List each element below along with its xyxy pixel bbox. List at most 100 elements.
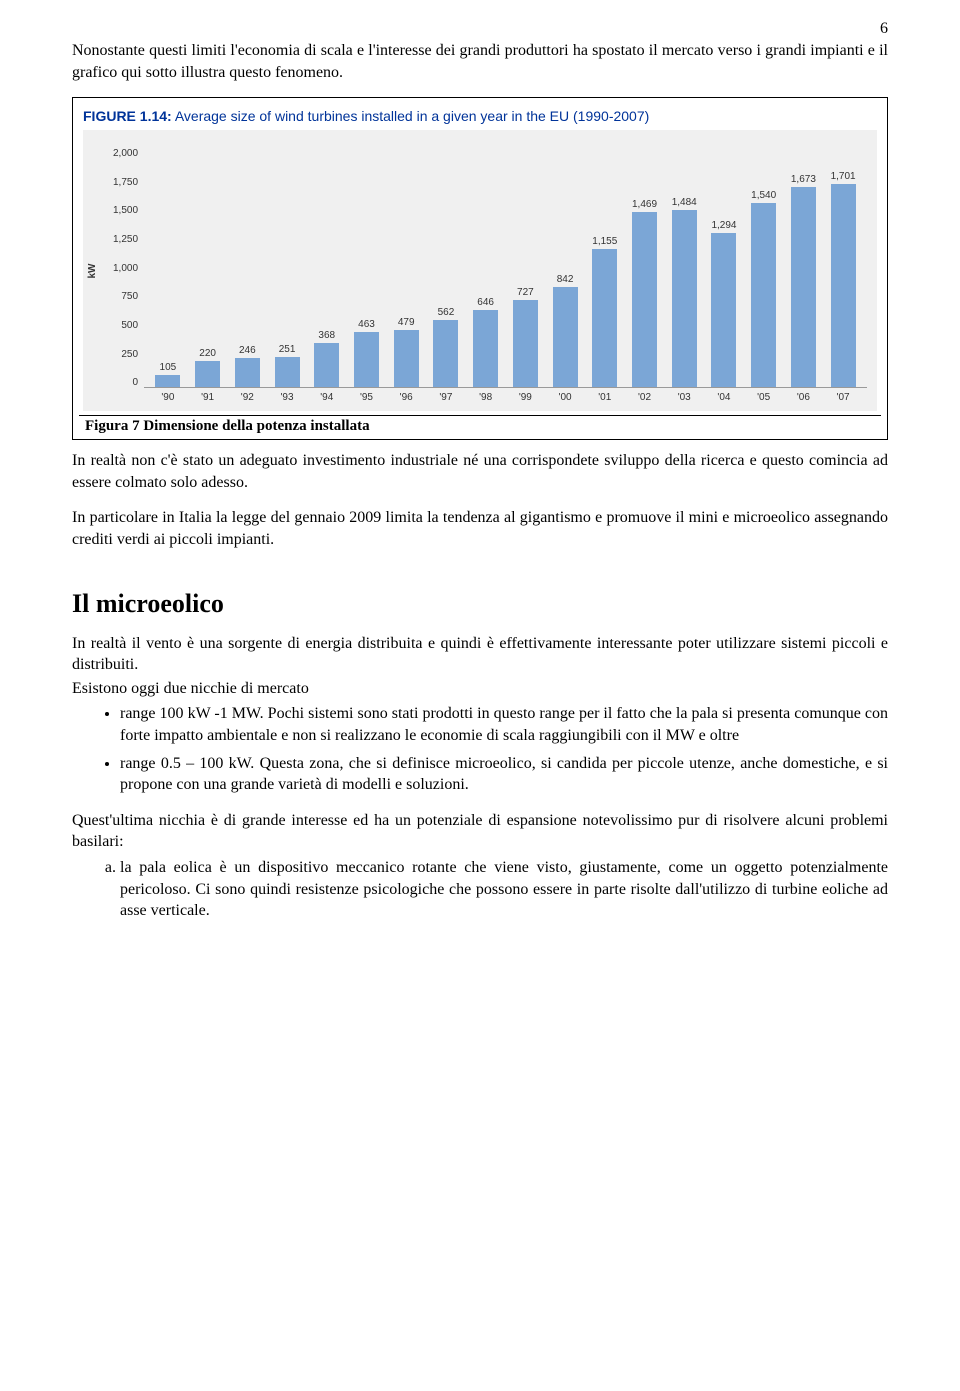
bar-column: 1,484	[666, 148, 702, 387]
x-tick: '91	[190, 392, 226, 403]
x-tick: '97	[428, 392, 464, 403]
bar-column: 842	[547, 148, 583, 387]
list-item: range 100 kW -1 MW. Pochi sistemi sono s…	[120, 703, 888, 746]
bar-column: 1,294	[706, 148, 742, 387]
y-tick: 750	[121, 291, 138, 302]
figure-container: FIGURE 1.14: Average size of wind turbin…	[72, 97, 888, 440]
bar	[513, 300, 538, 387]
bar	[592, 249, 617, 387]
x-tick: '07	[825, 392, 861, 403]
bar	[195, 361, 220, 387]
bar-column: 1,701	[825, 148, 861, 387]
bar-value-label: 105	[160, 362, 177, 373]
section-heading: Il microeolico	[72, 589, 888, 619]
y-tick: 1,000	[113, 263, 138, 274]
y-tick: 1,250	[113, 234, 138, 245]
bar-column: 646	[468, 148, 504, 387]
x-tick: '98	[468, 392, 504, 403]
bar-column: 463	[349, 148, 385, 387]
bullet-list: range 100 kW -1 MW. Pochi sistemi sono s…	[72, 703, 888, 795]
bar-column: 1,469	[627, 148, 663, 387]
bar-value-label: 562	[438, 307, 455, 318]
body-paragraph: In particolare in Italia la legge del ge…	[72, 507, 888, 550]
bar	[711, 233, 736, 388]
bar-column: 1,673	[786, 148, 822, 387]
x-tick: '93	[269, 392, 305, 403]
bar-value-label: 842	[557, 274, 574, 285]
ordered-list: la pala eolica è un dispositivo meccanic…	[72, 857, 888, 922]
bar-column: 220	[190, 148, 226, 387]
x-tick: '99	[508, 392, 544, 403]
bar-value-label: 220	[199, 348, 216, 359]
x-ticks: '90'91'92'93'94'95'96'97'98'99'00'01'02'…	[144, 388, 867, 403]
y-ticks: 2,0001,7501,5001,2501,0007505002500	[113, 148, 144, 388]
bar	[632, 212, 657, 388]
bar-column: 1,155	[587, 148, 623, 387]
figure-title-text: Average size of wind turbines installed …	[175, 108, 649, 124]
bar	[275, 357, 300, 387]
bar-value-label: 1,673	[791, 174, 816, 185]
bar-value-label: 479	[398, 317, 415, 328]
bar	[155, 375, 180, 388]
body-paragraph: In realtà non c'è stato un adeguato inve…	[72, 450, 888, 493]
list-item: la pala eolica è un dispositivo meccanic…	[120, 857, 888, 922]
bar	[791, 187, 816, 387]
list-item: range 0.5 – 100 kW. Questa zona, che si …	[120, 753, 888, 796]
bar-column: 251	[269, 148, 305, 387]
y-tick: 1,500	[113, 205, 138, 216]
bar-column: 246	[229, 148, 265, 387]
bar-value-label: 1,469	[632, 199, 657, 210]
bar-value-label: 1,155	[592, 236, 617, 247]
bar-value-label: 1,701	[831, 171, 856, 182]
figure-label: FIGURE 1.14:	[83, 108, 172, 124]
bars: 105 220 246 251 368 463 479 562 646 727 842 1,155 1,…	[144, 148, 867, 388]
bar	[433, 320, 458, 387]
bar	[354, 332, 379, 387]
x-tick: '95	[349, 392, 385, 403]
bar-column: 1,540	[746, 148, 782, 387]
figure-title: FIGURE 1.14: Average size of wind turbin…	[83, 108, 881, 124]
bar-column: 368	[309, 148, 345, 387]
bar	[314, 343, 339, 387]
bar-value-label: 1,294	[711, 220, 736, 231]
bar-value-label: 463	[358, 319, 375, 330]
x-tick: '04	[706, 392, 742, 403]
x-tick: '94	[309, 392, 345, 403]
x-tick: '03	[666, 392, 702, 403]
bar-value-label: 1,540	[751, 190, 776, 201]
bar-value-label: 368	[318, 330, 335, 341]
page-number: 6	[880, 20, 888, 38]
y-tick: 250	[121, 349, 138, 360]
y-tick: 0	[132, 377, 138, 388]
figure-caption: Figura 7 Dimensione della potenza instal…	[79, 415, 881, 437]
bar	[553, 287, 578, 388]
y-tick: 1,750	[113, 177, 138, 188]
x-tick: '05	[746, 392, 782, 403]
bar-value-label: 727	[517, 287, 534, 298]
bar	[672, 210, 697, 387]
y-tick: 2,000	[113, 148, 138, 159]
page: 6 Nonostante questi limiti l'economia di…	[0, 0, 960, 966]
bar-column: 105	[150, 148, 186, 387]
body-paragraph: In realtà il vento è una sorgente di ene…	[72, 633, 888, 676]
bar	[831, 184, 856, 387]
x-tick: '96	[388, 392, 424, 403]
x-tick: '02	[627, 392, 663, 403]
bar	[394, 330, 419, 387]
bar-value-label: 246	[239, 345, 256, 356]
x-tick: '90	[150, 392, 186, 403]
bar-value-label: 1,484	[672, 197, 697, 208]
x-tick: '01	[587, 392, 623, 403]
x-tick: '06	[786, 392, 822, 403]
plot-area: 2,0001,7501,5001,2501,0007505002500 1052…	[113, 148, 867, 403]
body-paragraph: Esistono oggi due nicchie di mercato	[72, 678, 888, 700]
bar-value-label: 646	[477, 297, 494, 308]
bar-value-label: 251	[279, 344, 296, 355]
y-axis-label: kW	[87, 263, 98, 278]
body-paragraph: Quest'ultima nicchia è di grande interes…	[72, 810, 888, 853]
bar	[473, 310, 498, 387]
x-tick: '00	[547, 392, 583, 403]
bar	[235, 358, 260, 387]
bar-column: 727	[508, 148, 544, 387]
x-tick: '92	[229, 392, 265, 403]
